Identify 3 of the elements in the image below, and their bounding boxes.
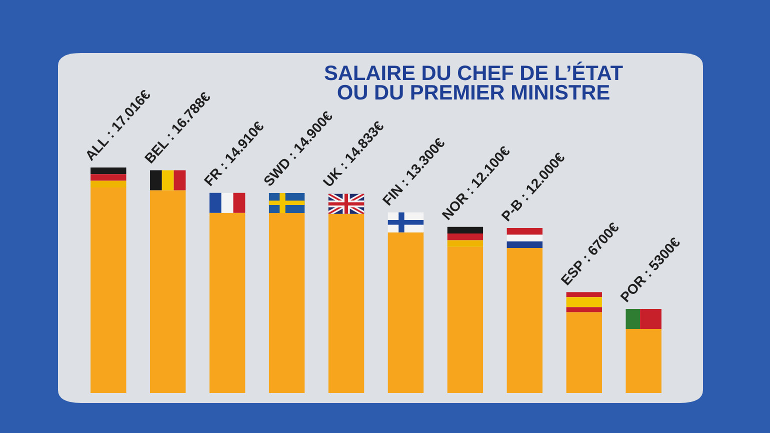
bar (209, 212, 246, 393)
chart-title: SALAIRE DU CHEF DE L’ÉTAT OU DU PREMIER MINISTRE (324, 62, 623, 100)
bar (150, 190, 186, 393)
